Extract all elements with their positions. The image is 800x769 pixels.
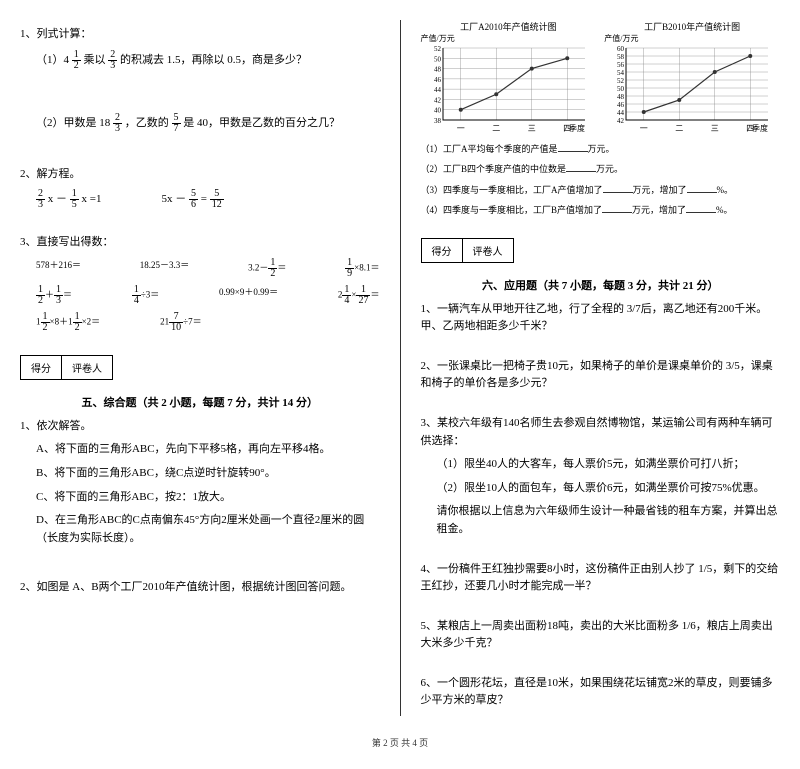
svg-text:56: 56 [617,61,625,69]
svg-text:二: 二 [676,124,684,133]
s5-q2: 2、如图是 A、B两个工厂2010年产值统计图，根据统计图回答问题。 [20,579,380,597]
q3-title: 3、直接写出得数： [20,234,380,252]
q2-equations: 23 x － 15 x =1 5x － 56 = 512 [20,189,380,210]
svg-text:44: 44 [434,86,442,94]
left-column: 1、列式计算： （1）4 12 乘以 23 的积减去 1.5，再除以 0.5，商… [20,20,380,716]
svg-text:52: 52 [434,45,442,53]
q3-row3: 112×8＋112×2＝ 21710÷7＝ [20,312,380,333]
svg-text:季度: 季度 [752,123,768,133]
s5-q1: 1、依次解答。 [20,418,380,436]
svg-text:38: 38 [434,117,442,125]
s5-q1c: C、将下面的三角形ABC，按2：1放大。 [20,489,380,507]
s5-q1d: D、在三角形ABC的C点南偏东45°方向2厘米处画一个直径2厘米的圆（长度为实际… [20,512,380,547]
chart-a: 工厂A2010年产值统计图 产值/万元 3840424446485052一二三四… [421,20,597,134]
right-column: 工厂A2010年产值统计图 产值/万元 3840424446485052一二三四… [421,20,781,716]
svg-text:44: 44 [617,109,625,117]
chart-a-svg: 3840424446485052一二三四季度 [421,44,591,134]
stat-3: （3）四季度与一季度相比，工厂A产值增加了万元，增加了%。 [421,183,781,197]
grader-label: 评卷人 [62,356,112,379]
svg-text:60: 60 [617,45,625,53]
stat-1: （1）工厂A平均每个季度的产值是万元。 [421,142,781,156]
score-box-6: 得分 评卷人 [421,238,514,263]
svg-text:50: 50 [434,55,442,63]
s5-q1b: B、将下面的三角形ABC，绕C点逆时针旋转90°。 [20,465,380,483]
s6-q4: 4、一份稿件王红独抄需要8小时，这份稿件正由别人抄了 1/5，剩下的交给王红抄，… [421,561,781,596]
s6-q3b: （2）限坐10人的面包车，每人票价6元，如满坐票价可按75%优惠。 [421,480,781,498]
svg-text:48: 48 [617,93,625,101]
score-box-5: 得分 评卷人 [20,355,113,380]
svg-text:三: 三 [527,124,535,133]
svg-text:58: 58 [617,53,625,61]
svg-text:季度: 季度 [569,123,585,133]
chart-b: 工厂B2010年产值统计图 产值/万元 42444648505254565860… [604,20,780,134]
q1b: （2）甲数是 18 23 ，乙数的 57 是 40，甲数是乙数的百分之几？ [20,113,380,134]
q1-title: 1、列式计算： [20,26,380,44]
s6-q2: 2、一张课桌比一把椅子贵10元，如果椅子的单价是课桌单价的 3/5，课桌和椅子的… [421,358,781,393]
s6-q1: 1、一辆汽车从甲地开往乙地，行了全程的 3/7后，离乙地还有200千米。甲、乙两… [421,301,781,336]
svg-text:50: 50 [617,85,625,93]
svg-text:三: 三 [711,124,719,133]
q1a: （1）4 12 乘以 23 的积减去 1.5，再除以 0.5，商是多少？ [20,50,380,71]
q3-row1: 578＋216＝ 18.25－3.3＝ 3.2－12＝ 19×8.1＝ [20,258,380,279]
q3-row2: 12＋13＝ 14÷3＝ 0.99×9＋0.99＝ 214×127＝ [20,285,380,306]
svg-text:46: 46 [434,76,442,84]
svg-text:52: 52 [617,77,625,85]
svg-text:48: 48 [434,66,442,74]
s5-q1a: A、将下面的三角形ABC，先向下平移5格，再向左平移4格。 [20,441,380,459]
svg-text:一: 一 [456,124,464,133]
s6-q3a: （1）限坐40人的大客车，每人票价5元，如满坐票价可打八折； [421,456,781,474]
stat-2: （2）工厂B四个季度产值的中位数是万元。 [421,162,781,176]
svg-text:46: 46 [617,101,625,109]
s6-q5: 5、某粮店上一周卖出面粉18吨，卖出的大米比面粉多 1/6，粮店上周卖出大米多少… [421,618,781,653]
score-label: 得分 [21,356,62,379]
q2-title: 2、解方程。 [20,166,380,184]
svg-text:一: 一 [640,124,648,133]
stat-4: （4）四季度与一季度相比，工厂B产值增加了万元，增加了%。 [421,203,781,217]
page-footer: 第 2 页 共 4 页 [20,736,780,749]
s6-q6: 6、一个圆形花坛，直径是10米，如果围绕花坛铺宽2米的草皮，则要铺多少平方米的草… [421,675,781,710]
charts: 工厂A2010年产值统计图 产值/万元 3840424446485052一二三四… [421,20,781,134]
chart-b-svg: 42444648505254565860一二三四季度 [604,44,774,134]
score-label: 得分 [422,239,463,262]
svg-text:40: 40 [434,107,442,115]
section-6-heading: 六、应用题（共 7 小题，每题 3 分，共计 21 分） [421,277,781,293]
svg-text:54: 54 [617,69,625,77]
svg-text:42: 42 [617,117,625,125]
grader-label: 评卷人 [463,239,513,262]
section-5-heading: 五、综合题（共 2 小题，每题 7 分，共计 14 分） [20,394,380,410]
page-layout: 1、列式计算： （1）4 12 乘以 23 的积减去 1.5，再除以 0.5，商… [20,20,780,716]
s6-q3: 3、某校六年级有140名师生去参观自然博物馆，某运输公司有两种车辆可供选择： [421,415,781,450]
svg-text:二: 二 [492,124,500,133]
svg-text:42: 42 [434,96,442,104]
column-divider [400,20,401,716]
s6-q3c: 请你根据以上信息为六年级师生设计一种最省钱的租车方案，并算出总租金。 [421,503,781,538]
